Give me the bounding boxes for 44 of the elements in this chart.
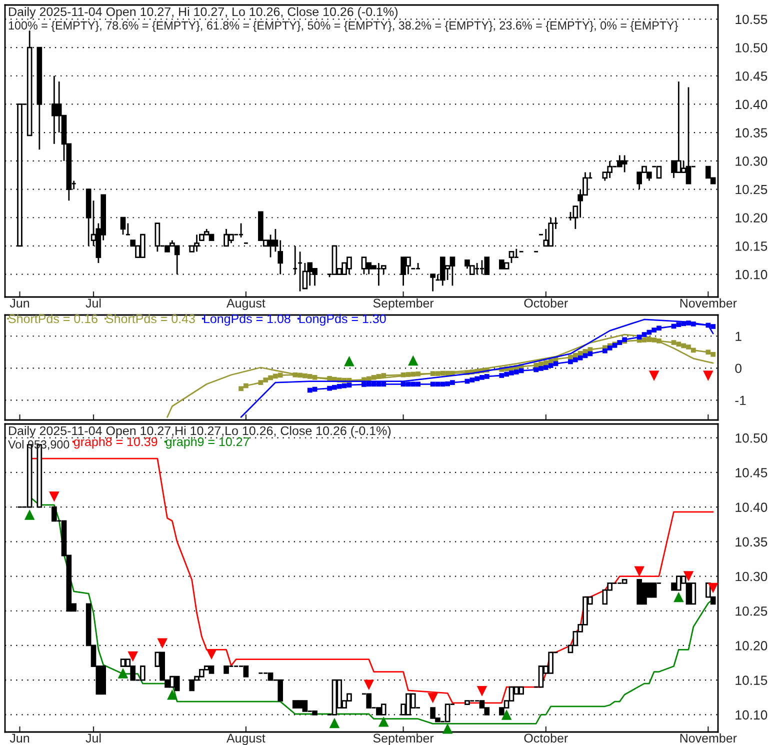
y-tick-label: 10.20	[736, 213, 768, 223]
y-tick-label: 1	[736, 332, 742, 341]
legend-label: ShortPds = 0.16	[8, 314, 98, 324]
y-tick-label: -1	[735, 396, 746, 405]
legend-label: ShortPds = 0.43	[106, 314, 195, 324]
y-tick-label: 10.35	[736, 128, 768, 138]
y-tick-label: 10.25	[736, 184, 768, 194]
x-tick-label: Jun	[10, 734, 30, 743]
x-tick-label: August	[226, 734, 266, 745]
y-tick-label: 10.45	[736, 71, 768, 81]
x-tick-label: Jul	[86, 733, 101, 743]
y-tick-label: 10.40	[736, 100, 768, 110]
x-tick-label: September	[373, 733, 434, 745]
x-tick-label: November	[680, 733, 737, 743]
y-tick-label: 10.20	[736, 641, 768, 650]
x-tick-label: Jun	[10, 298, 30, 308]
y-tick-label: 10.50	[736, 43, 768, 52]
y-tick-label: 10.30	[736, 572, 768, 582]
y-tick-label: 10.40	[736, 502, 768, 512]
legend-label: graph8 = 10.39	[74, 437, 158, 449]
y-tick-label: 10.35	[736, 537, 768, 547]
legend-label: LongPds = 1.30	[299, 314, 386, 326]
y-tick-label: 10.15	[736, 242, 768, 251]
y-tick-label: 10.10	[736, 270, 768, 280]
x-tick-label: October	[524, 733, 568, 743]
legend-label: graph9 = 10.27	[166, 437, 250, 449]
y-tick-label: 10.55	[736, 14, 768, 24]
y-tick-label: 10.15	[736, 676, 768, 685]
x-tick-label: September	[373, 298, 434, 310]
annotation: Vol 953,900	[8, 440, 70, 450]
x-tick-label: Jul	[86, 298, 101, 308]
y-tick-label: 10.10	[736, 710, 768, 720]
y-tick-label: 10.50	[736, 433, 768, 443]
x-tick-label: October	[524, 298, 568, 308]
y-tick-label: 10.30	[736, 156, 768, 166]
y-tick-label: 10.45	[736, 468, 768, 478]
annotation: 100% = {EMPTY}, 78.6% = {EMPTY}, 61.8% = {EMPTY}, 50% = {EMPTY}, 38.2% = {EMPTY}, 23.6% = {EMPTY}, 0% = {EMPTY}	[8, 21, 678, 32]
y-tick-label: 0	[735, 364, 742, 374]
x-tick-label: August	[226, 298, 266, 310]
y-tick-label: 10.25	[736, 606, 768, 616]
chart-title: Daily 2025-11-04 Open 10.27,Hi 10.27,Lo 10.26, Close 10.26 (-0.1%)	[9, 426, 391, 438]
chart-title: Daily 2025-11-04 Open 10.27, Hi 10.27, Lo 10.26, Close 10.26 (-0.1%)	[9, 7, 398, 19]
x-tick-label: November	[680, 298, 737, 308]
legend-label: LongPds = 1.08	[204, 314, 290, 326]
